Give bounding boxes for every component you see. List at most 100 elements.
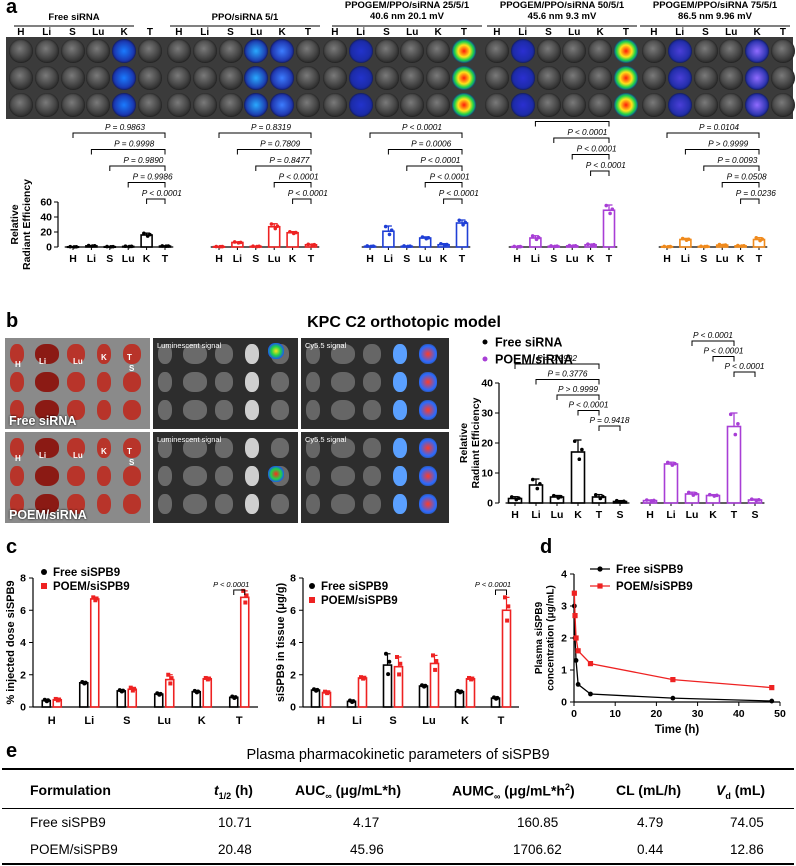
data-point bbox=[269, 222, 274, 226]
data-point bbox=[549, 244, 553, 248]
y-tick-label: 40 bbox=[481, 378, 493, 390]
data-point bbox=[220, 244, 225, 249]
x-tick-label: Lu bbox=[686, 509, 699, 521]
p-value-label: P = 0.0093 bbox=[717, 155, 757, 165]
organ-blob bbox=[158, 372, 172, 392]
data-point bbox=[601, 494, 605, 499]
organ-blob bbox=[331, 494, 355, 514]
well bbox=[374, 39, 399, 63]
legend-marker bbox=[41, 569, 47, 575]
photo-label-cy-bottom: Cy5.5 signal bbox=[305, 435, 347, 444]
significance-bracket bbox=[146, 198, 166, 204]
y-tick-label: 20 bbox=[40, 227, 52, 239]
significance-bracket bbox=[598, 425, 621, 431]
data-point bbox=[580, 447, 584, 452]
organ-blob bbox=[306, 494, 320, 514]
p-value-label: P < 0.0001 bbox=[288, 188, 328, 198]
well bbox=[86, 39, 111, 63]
data-point bbox=[503, 595, 507, 600]
organ-blob bbox=[67, 372, 85, 392]
p-value-label: P < 0.0001 bbox=[402, 122, 442, 132]
lane-letter-Li: Li bbox=[356, 27, 366, 38]
lane-letter-Lu: Lu bbox=[725, 27, 738, 38]
well bbox=[510, 39, 535, 63]
well bbox=[510, 66, 535, 90]
x-tick-label: H bbox=[48, 715, 56, 727]
th-t-half: t1/2 (h) bbox=[214, 782, 253, 801]
well bbox=[167, 39, 191, 63]
legend-label: Free siRNA bbox=[495, 336, 562, 350]
data-point bbox=[551, 493, 556, 498]
organ-letter-T: T bbox=[127, 353, 132, 362]
organ-letter-Lu: Lu bbox=[73, 357, 83, 366]
lane-letter-K: K bbox=[434, 27, 442, 38]
data-point bbox=[509, 495, 514, 499]
p-value-label: P = 0.8319 bbox=[251, 122, 291, 132]
data-point bbox=[760, 237, 765, 241]
data-point bbox=[121, 688, 126, 693]
organ-blob bbox=[35, 466, 59, 486]
group-title-ppo: PPO/siRNA 5/1 bbox=[211, 12, 279, 23]
organ-blob bbox=[245, 494, 259, 514]
legend-marker bbox=[41, 583, 47, 589]
organ-blob bbox=[67, 494, 85, 514]
lane-letter-Lu: Lu bbox=[92, 27, 105, 38]
data-point bbox=[538, 482, 542, 486]
well bbox=[667, 93, 692, 117]
data-point bbox=[457, 218, 462, 223]
data-point bbox=[142, 231, 146, 236]
bar bbox=[429, 662, 440, 708]
series-line bbox=[573, 593, 772, 689]
x-tick-label: Lu bbox=[551, 509, 564, 521]
significance-bracket bbox=[590, 170, 610, 176]
p-value-label: P < 0.0001 bbox=[567, 127, 607, 137]
organ-blob bbox=[67, 400, 85, 420]
data-point bbox=[326, 690, 331, 695]
well bbox=[9, 93, 33, 117]
data-point bbox=[244, 593, 249, 598]
organ-letter-H: H bbox=[15, 454, 21, 463]
y-tick-label: 4 bbox=[20, 637, 26, 649]
lane-letter-Lu: Lu bbox=[568, 27, 581, 38]
x-tick-label: S bbox=[252, 253, 259, 265]
organ-blob bbox=[97, 344, 111, 364]
panel-label-c: c bbox=[6, 536, 18, 558]
data-point bbox=[312, 242, 317, 247]
y-tick-label: 8 bbox=[20, 573, 26, 585]
organ-blob bbox=[393, 466, 407, 486]
significance-bracket bbox=[218, 132, 312, 138]
data-point bbox=[530, 234, 535, 238]
x-tick-label: S bbox=[550, 253, 557, 265]
well bbox=[745, 66, 770, 90]
organ-blob bbox=[183, 344, 207, 364]
organ-blob bbox=[306, 372, 320, 392]
organ-blob bbox=[363, 466, 381, 486]
x-axis-label: Time (h) bbox=[655, 724, 700, 736]
organ-blob bbox=[419, 438, 437, 458]
well bbox=[348, 66, 373, 90]
significance-bracket bbox=[556, 394, 600, 400]
well bbox=[693, 93, 718, 117]
data-point bbox=[604, 203, 609, 208]
y-tick-label: 20 bbox=[481, 438, 493, 450]
data-point bbox=[577, 457, 582, 461]
well bbox=[244, 66, 269, 90]
p-value-label: P = 0.9890 bbox=[123, 155, 163, 165]
lane-letter-Li: Li bbox=[518, 27, 528, 38]
data-point bbox=[395, 655, 399, 660]
significance-bracket bbox=[90, 149, 166, 155]
data-point bbox=[94, 596, 99, 601]
well bbox=[485, 39, 509, 63]
well bbox=[374, 66, 399, 90]
group-title-50-5-1: PPOGEM/PPO/siRNA 50/5/1 45.6 nm 9.3 mV bbox=[499, 0, 625, 22]
x-tick-label: K bbox=[198, 715, 206, 727]
p-value-label: P < 0.0001 bbox=[703, 346, 743, 356]
x-tick-label: S bbox=[389, 715, 396, 727]
significance-bracket bbox=[72, 132, 166, 138]
significance-bracket bbox=[255, 165, 312, 171]
well bbox=[60, 93, 85, 117]
x-tick-label: T bbox=[459, 253, 466, 265]
th-formulation: Formulation bbox=[30, 782, 111, 798]
y-axis-label-line: Relative bbox=[9, 204, 21, 244]
data-point bbox=[398, 661, 403, 666]
